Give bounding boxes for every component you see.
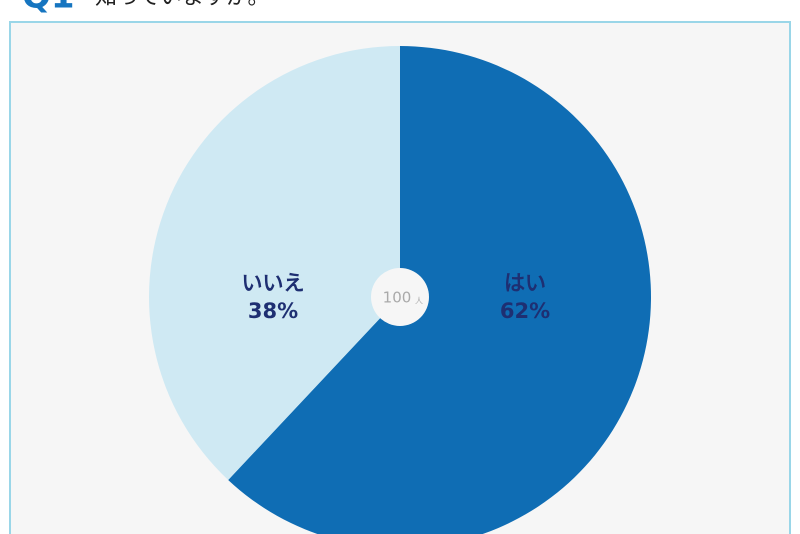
pie-slice: [149, 46, 400, 480]
slice-value-label: 62%: [500, 299, 550, 323]
pie-slice: [228, 46, 651, 534]
total-value: 100: [383, 289, 412, 307]
question-number: Q1: [22, 0, 75, 17]
slice-label: はい: [504, 271, 546, 295]
center-circle: [371, 268, 429, 326]
slice-value-label: 38%: [248, 299, 298, 323]
total-unit: 人: [415, 297, 423, 306]
chart-title: 知っていますか。: [95, 0, 269, 10]
slice-label: いいえ: [242, 271, 305, 295]
